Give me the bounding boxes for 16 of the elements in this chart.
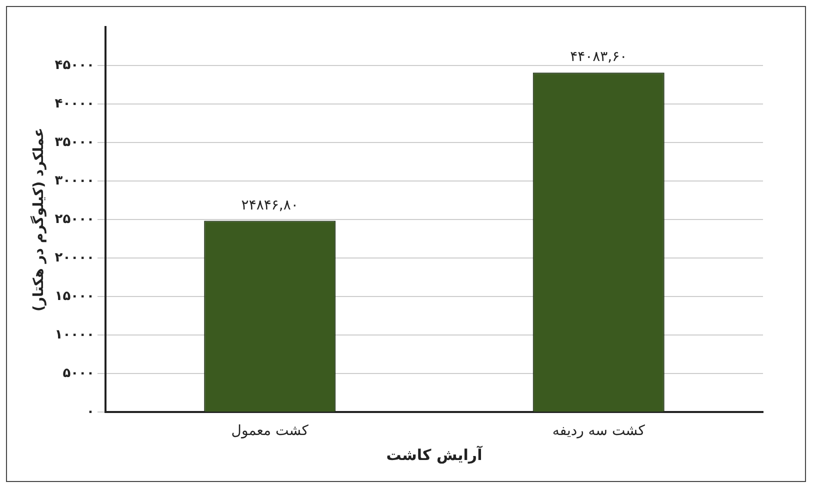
y-tick-label: ۱۵۰۰۰ xyxy=(54,289,94,304)
y-tick-label: ۲۵۰۰۰ xyxy=(54,212,94,227)
y-tick-label: ۴۵۰۰۰ xyxy=(54,58,94,73)
y-tick-label: ۴۰۰۰۰ xyxy=(54,96,94,112)
y-tick-label: ۳۰۰۰۰ xyxy=(54,173,94,188)
data-label: ۴۴۰۸۳,۶۰ xyxy=(570,49,628,66)
x-tick-label: کشت سه ردیفه xyxy=(552,423,646,440)
y-tick-label: ۳۵۰۰۰ xyxy=(54,134,94,150)
y-tick-label: ۰ xyxy=(86,404,94,420)
y-axis-title: عملکرد (کیلوگرم در هکتار) xyxy=(30,128,48,312)
x-tick-label: کشت معمول xyxy=(231,423,309,440)
y-tick-label: ۱۰۰۰۰ xyxy=(54,328,94,343)
x-axis-title: آرایش کاشت xyxy=(386,444,484,464)
y-tick-label: ۵۰۰۰ xyxy=(62,366,94,382)
data-label: ۲۴۸۴۶,۸۰ xyxy=(241,197,298,214)
y-tick-label: ۲۰۰۰۰ xyxy=(54,250,94,266)
